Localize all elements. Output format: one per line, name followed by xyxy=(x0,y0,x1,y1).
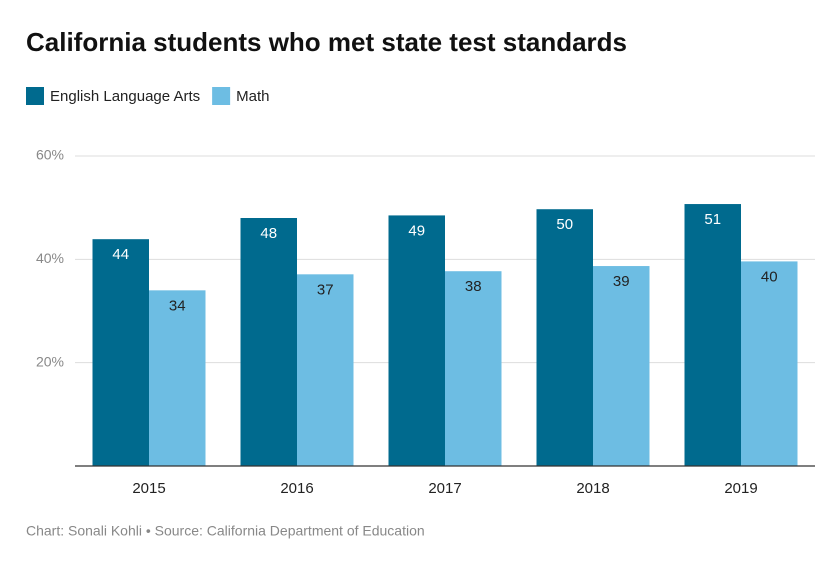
bar xyxy=(297,274,354,466)
y-tick-label: 40% xyxy=(36,250,64,266)
bar xyxy=(388,215,445,466)
x-tick-label: 2017 xyxy=(428,480,461,497)
data-label: 48 xyxy=(260,225,277,242)
y-tick-label: 60% xyxy=(36,147,64,163)
x-tick-label: 2016 xyxy=(280,480,313,497)
data-label: 37 xyxy=(317,281,334,298)
data-label: 50 xyxy=(556,216,573,233)
bar xyxy=(536,209,593,466)
chart-title: California students who met state test s… xyxy=(26,27,627,57)
bar xyxy=(593,266,650,466)
x-tick-label: 2019 xyxy=(724,480,757,497)
legend-label: Math xyxy=(236,88,269,105)
legend-swatch xyxy=(212,87,231,105)
legend-swatch xyxy=(26,87,44,105)
bar xyxy=(684,204,741,467)
bar xyxy=(240,218,297,466)
data-label: 39 xyxy=(613,273,630,290)
data-label: 34 xyxy=(169,297,186,314)
data-label: 40 xyxy=(761,268,778,285)
bar xyxy=(92,239,149,466)
bar xyxy=(149,290,206,466)
data-label: 44 xyxy=(112,246,129,263)
x-tick-label: 2018 xyxy=(576,480,609,497)
legend-label: English Language Arts xyxy=(50,88,200,105)
chart-footer: Chart: Sonali Kohli • Source: California… xyxy=(26,523,425,539)
data-label: 38 xyxy=(465,278,482,295)
data-label: 49 xyxy=(408,222,425,239)
x-tick-label: 2015 xyxy=(132,480,165,497)
y-tick-label: 20% xyxy=(36,353,64,369)
bar xyxy=(741,261,798,466)
bar xyxy=(445,271,502,466)
data-label: 51 xyxy=(704,211,721,228)
